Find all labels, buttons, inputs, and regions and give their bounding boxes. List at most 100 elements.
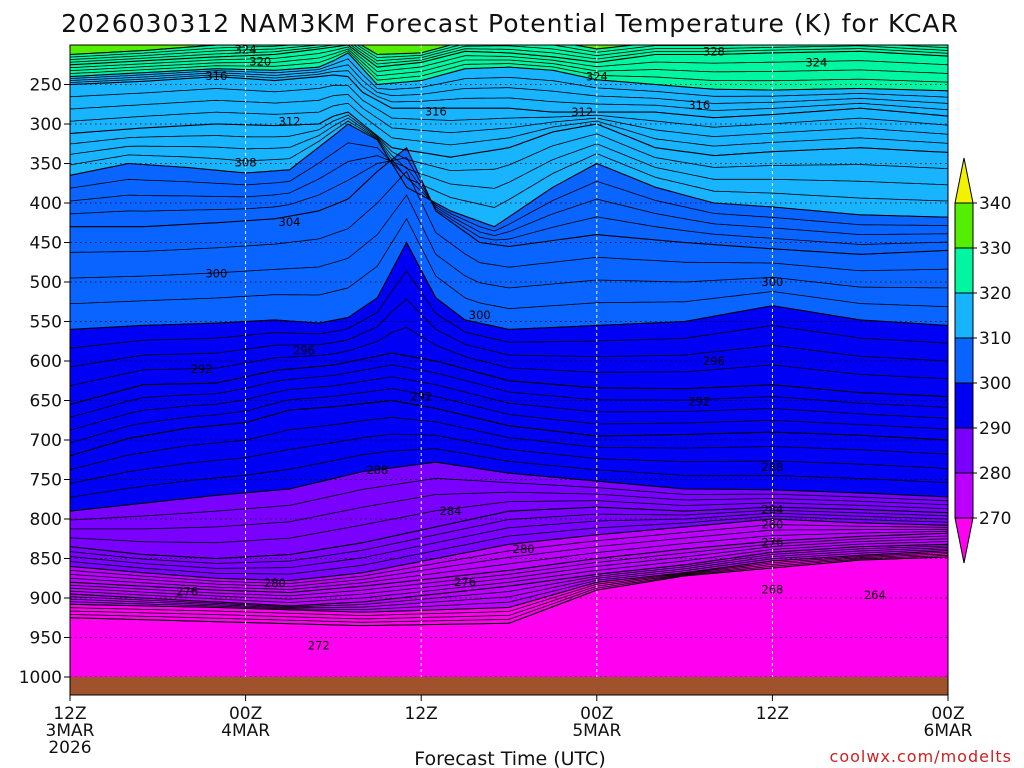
isotherm-intermediate: [70, 553, 948, 620]
isotherm-intermediate: [70, 491, 948, 530]
x-tick-label: 12Z: [53, 704, 86, 724]
isotherm-intermediate: [70, 270, 948, 349]
contour-label: 328: [703, 44, 725, 58]
contour-label: 296: [703, 354, 725, 368]
credit-link[interactable]: coolwx.com/modelts: [830, 747, 1012, 766]
isotherm-intermediate: [70, 155, 948, 237]
colorbar-segment: [954, 337, 974, 384]
chart-title: 2026030312 NAM3KM Forecast Potential Tem…: [61, 9, 959, 38]
colorbar-label: 280: [979, 464, 1011, 484]
isotherm-intermediate: [70, 545, 948, 608]
isotherm-intermediate: [70, 48, 948, 77]
colorbar: 270 280 290 300 310 320 330 340: [954, 157, 1011, 564]
contour-label: 316: [425, 104, 447, 118]
colorbar-label: 340: [979, 194, 1011, 214]
isotherm-intermediate: [70, 548, 948, 611]
contour-label: 316: [688, 98, 710, 112]
isotherm-intermediate: [70, 298, 948, 368]
colorbar-label: 330: [979, 239, 1011, 259]
isotherm-intermediate: [70, 500, 948, 544]
colorbar-segment: [954, 472, 974, 519]
contour-label: 312: [279, 115, 301, 129]
isotherm-intermediate: [70, 538, 948, 600]
isotherm-intermediate: [70, 535, 948, 597]
isotherm-intermediate: [70, 512, 948, 569]
contour-label: 296: [293, 344, 315, 358]
isotherm-intermediate: [70, 120, 948, 208]
x-tick-label: 2026: [48, 738, 91, 758]
isotherm-276: [70, 532, 948, 594]
colorbar-label: 300: [979, 374, 1011, 394]
isotherm-intermediate: [70, 554, 948, 623]
isotherm-intermediate: [70, 528, 948, 587]
isotherm-intermediate: [70, 58, 948, 98]
isotherm-intermediate: [70, 326, 948, 387]
contour-labels: 3243203163123083043002962922882842802762…: [176, 43, 886, 653]
isotherm-intermediate: [70, 102, 948, 147]
isotherm-intermediate: [70, 530, 948, 590]
isotherm-intermediate: [70, 376, 948, 431]
y-tick-label: 350: [30, 155, 62, 175]
contour-label: 324: [805, 55, 827, 69]
isotherm-intermediate: [70, 524, 948, 585]
contour-label: 292: [688, 394, 710, 408]
colorbar-segment: [954, 292, 974, 339]
x-tick-label: 12Z: [405, 704, 438, 724]
isotherm-intermediate: [70, 448, 948, 498]
x-tick-label: 4MAR: [221, 721, 270, 741]
isotherm-intermediate: [70, 64, 948, 104]
contour-label: 288: [761, 460, 783, 474]
colorbar-label: 310: [979, 329, 1011, 349]
colorbar-segment: [954, 427, 974, 474]
isotherm-280: [70, 518, 948, 582]
contour-label: 280: [513, 542, 535, 556]
x-tick-label: 00Z: [229, 704, 262, 724]
y-tick-label: 850: [30, 550, 62, 570]
contour-label: 268: [761, 582, 783, 596]
colorbar-segment: [954, 382, 974, 429]
isotherm-intermediate: [70, 477, 948, 521]
contour-label: 276: [176, 585, 198, 599]
isotherm-intermediate: [70, 194, 948, 289]
contour-label: 316: [205, 69, 227, 83]
isotherm-intermediate: [70, 157, 948, 245]
y-tick-label: 400: [30, 194, 62, 214]
contour-label: 308: [235, 156, 257, 170]
isotherm-292: [70, 399, 948, 457]
colorbar-label: 290: [979, 419, 1011, 439]
contour-label: 300: [469, 308, 491, 322]
contour-label: 324: [235, 43, 257, 57]
contour-label: 284: [761, 503, 783, 517]
isotherm-intermediate: [70, 114, 948, 172]
y-tick-label: 250: [30, 76, 62, 96]
contour-label: 300: [205, 266, 227, 280]
isotherm-288: [70, 461, 948, 512]
isotherm-intermediate: [70, 416, 948, 470]
isotherm-intermediate: [70, 364, 948, 418]
isotherm-intermediate: [70, 433, 948, 484]
isotherm-324: [70, 45, 948, 68]
y-tick-label: 600: [30, 352, 62, 372]
contour-label: 292: [191, 362, 213, 376]
y-tick-label: 650: [30, 392, 62, 412]
isotherm-316: [70, 74, 948, 119]
contour-label: 300: [761, 275, 783, 289]
isotherm-intermediate: [70, 547, 948, 609]
y-tick-label: 950: [30, 629, 62, 649]
contour-label: 320: [249, 55, 271, 69]
y-tick-label: 700: [30, 431, 62, 451]
isotherm-intermediate: [70, 50, 948, 83]
isotherm-264: [70, 556, 948, 627]
y-tick-label: 550: [30, 313, 62, 333]
x-tick-label: 00Z: [931, 704, 964, 724]
isotherm-intermediate: [70, 388, 948, 444]
x-tick-label: 6MAR: [924, 721, 973, 741]
isotherm-intermediate: [70, 541, 948, 603]
y-tick-label: 300: [30, 115, 62, 135]
isotherm-intermediate: [70, 515, 948, 575]
y-tick-label: 750: [30, 471, 62, 491]
isotherm-300: [70, 241, 948, 330]
y-tick-label: 500: [30, 273, 62, 293]
contour-label: 324: [586, 70, 608, 84]
